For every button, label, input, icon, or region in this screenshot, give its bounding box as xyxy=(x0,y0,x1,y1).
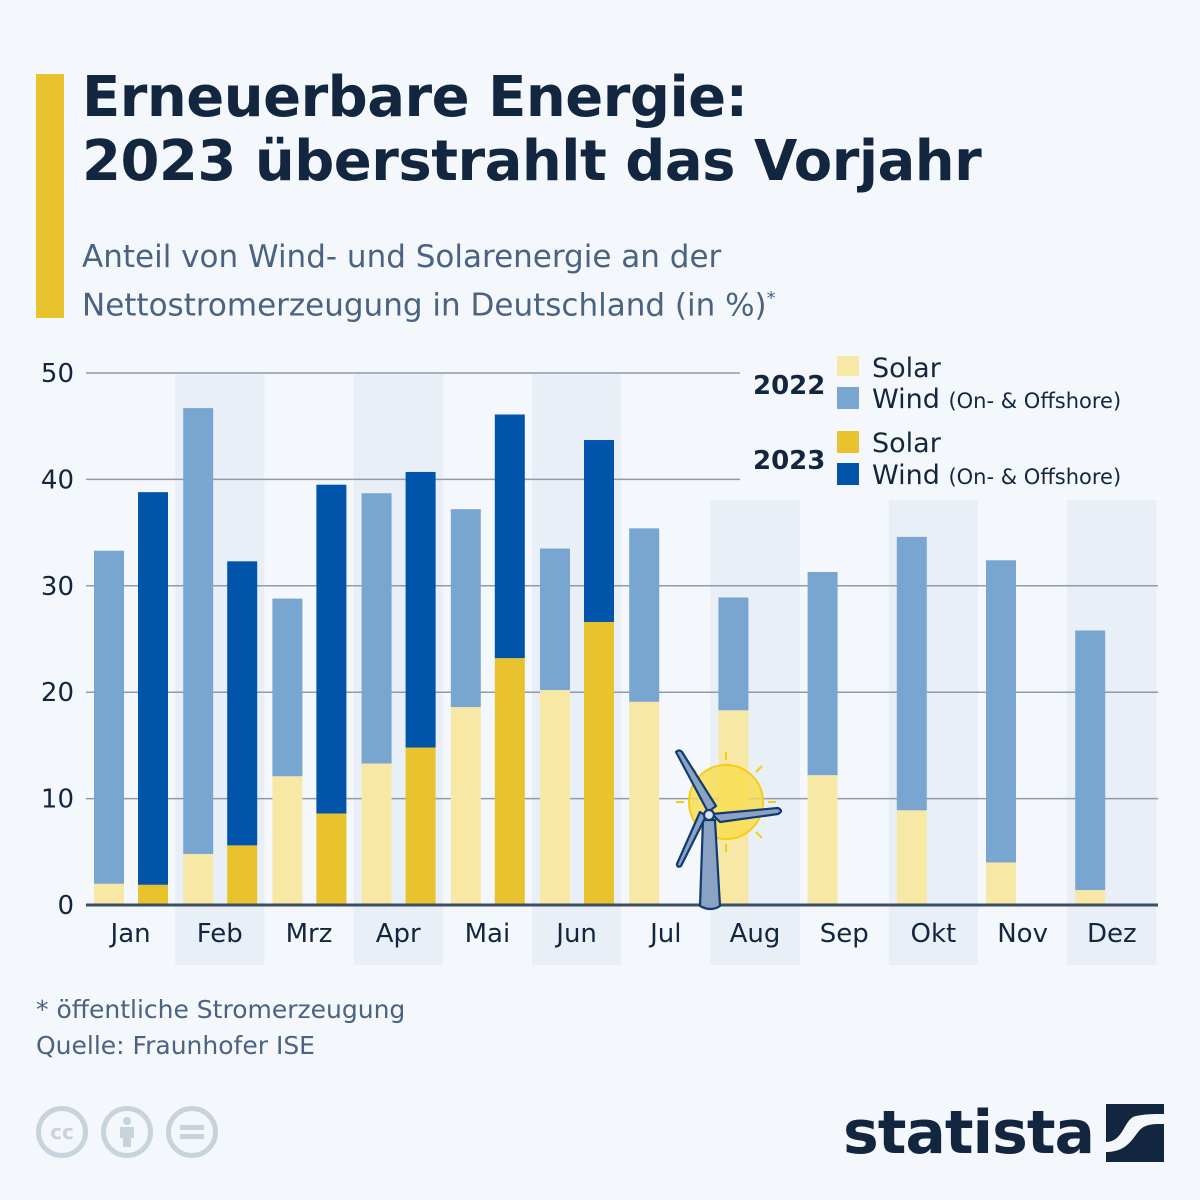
legend-label-solar-2023: Solar xyxy=(872,428,942,459)
x-tick-label-jul: Jul xyxy=(648,919,681,949)
x-tick-label-jun: Jun xyxy=(554,919,597,949)
subtitle-line-2: Nettostromerzeugung in Deutschland (in %… xyxy=(82,287,767,324)
bar-jan-2022-solar xyxy=(94,883,124,905)
subtitle-line-1: Anteil von Wind- und Solarenergie an der xyxy=(82,239,722,275)
x-tick-label-feb: Feb xyxy=(197,919,243,949)
bar-mai-2023-wind xyxy=(494,414,525,659)
bar-dez-2022-solar xyxy=(1075,890,1106,905)
bar-feb-2022-wind xyxy=(183,408,214,854)
legend-label-wind-2022: Wind (On- & Offshore) xyxy=(872,384,1121,415)
bar-apr-2022-solar xyxy=(361,763,392,905)
license-icons: cc xyxy=(36,1106,218,1158)
x-tick-label-dez: Dez xyxy=(1087,919,1137,949)
bar-mrz-2023-wind xyxy=(316,484,347,814)
x-tick-label-mrz: Mrz xyxy=(286,919,333,949)
bar-mai-2023-solar xyxy=(494,658,525,905)
x-tick-label-aug: Aug xyxy=(730,919,781,949)
stacked-bar-chart: 0 10 20 30 40 50 Jan Feb Mrz Apr Mai Jun Jul Aug Sep O… xyxy=(41,350,1160,965)
bar-apr-2023-wind xyxy=(405,471,436,748)
footnote: * öffentliche Stromerzeugung xyxy=(36,995,406,1024)
bar-okt-2022-wind xyxy=(896,536,927,811)
legend-label-solar-2022: Solar xyxy=(872,353,942,384)
bar-jan-2023-wind xyxy=(138,492,168,885)
person-glyph xyxy=(120,1117,134,1147)
footer-notes: * öffentliche Stromerzeugung Quelle: Fra… xyxy=(36,992,405,1064)
no-derivatives-icon[interactable] xyxy=(166,1106,218,1158)
legend-year-2022: 2022 xyxy=(753,371,825,401)
y-tick-label-20: 20 xyxy=(41,678,74,708)
legend-note-wind-2022: (On- & Offshore) xyxy=(948,389,1121,413)
y-tick-label-10: 10 xyxy=(41,785,74,815)
chart-title: Erneuerbare Energie: 2023 überstrahlt da… xyxy=(82,65,982,194)
logo-text: statista xyxy=(842,1098,1095,1168)
x-tick-label-okt: Okt xyxy=(911,919,957,949)
bar-mrz-2022-solar xyxy=(272,776,303,905)
bar-mrz-2022-wind xyxy=(272,598,303,777)
statista-logo-mark-icon xyxy=(1106,1104,1164,1162)
x-tick-label-jan: Jan xyxy=(109,919,151,949)
bar-mrz-2023-solar xyxy=(316,813,347,905)
bar-apr-2022-wind xyxy=(361,493,392,764)
y-axis-labels: 0 10 20 30 40 50 xyxy=(41,359,74,921)
x-tick-label-apr: Apr xyxy=(376,919,421,949)
x-axis-labels: Jan Feb Mrz Apr Mai Jun Jul Aug Sep Okt Nov Dez xyxy=(109,919,1137,949)
cc-icon-label: cc xyxy=(50,1120,74,1144)
title-line-2: 2023 überstrahlt das Vorjahr xyxy=(82,129,982,194)
x-tick-label-sep: Sep xyxy=(820,919,869,949)
legend: 2022 Solar Wind (On- & Offshore) 2023 So… xyxy=(740,350,1160,500)
y-tick-label-40: 40 xyxy=(41,465,74,495)
bar-apr-2023-solar xyxy=(405,747,436,905)
x-tick-label-mai: Mai xyxy=(465,919,511,949)
chart-subtitle: Anteil von Wind- und Solarenergie an der… xyxy=(82,236,776,326)
subtitle-footnote-mark: * xyxy=(766,288,776,309)
y-tick-label-50: 50 xyxy=(41,359,74,389)
legend-label-wind-2023-text: Wind xyxy=(872,460,940,491)
bar-sep-2022-solar xyxy=(807,775,838,905)
bar-sep-2022-wind xyxy=(807,571,838,776)
bar-nov-2022-wind xyxy=(986,560,1016,863)
bar-feb-2023-wind xyxy=(227,561,258,846)
legend-label-wind-2022-text: Wind xyxy=(872,384,940,415)
y-tick-label-0: 0 xyxy=(57,891,74,921)
bar-jun-2022-solar xyxy=(540,690,570,905)
legend-swatch-solar-2023 xyxy=(837,431,859,453)
bar-mai-2022-wind xyxy=(450,509,481,708)
bar-jul-2022-wind xyxy=(629,528,660,702)
bar-dez-2022-wind xyxy=(1075,630,1106,891)
bar-jul-2022-solar xyxy=(629,701,660,905)
bar-okt-2022-solar xyxy=(896,810,927,905)
bar-aug-2022-wind xyxy=(718,597,749,711)
bars xyxy=(94,408,1106,905)
bar-jun-2023-wind xyxy=(584,440,614,622)
bar-nov-2022-solar xyxy=(986,862,1016,905)
legend-swatch-wind-2022 xyxy=(837,387,859,409)
bar-jan-2023-solar xyxy=(138,884,168,905)
legend-swatch-solar-2022 xyxy=(837,356,859,376)
source: Quelle: Fraunhofer ISE xyxy=(36,1031,315,1060)
legend-year-2023: 2023 xyxy=(753,446,825,476)
bar-feb-2023-solar xyxy=(227,845,258,905)
legend-swatch-wind-2023 xyxy=(837,463,859,485)
y-tick-label-30: 30 xyxy=(41,572,74,602)
wind-turbine-icon xyxy=(674,749,783,911)
statista-logo[interactable]: statista xyxy=(843,1098,1164,1168)
legend-label-wind-2023: Wind (On- & Offshore) xyxy=(872,460,1121,491)
bar-jun-2022-wind xyxy=(540,548,570,691)
bar-jun-2023-solar xyxy=(584,621,614,905)
cc-icon[interactable]: cc xyxy=(36,1106,88,1158)
bar-jan-2022-wind xyxy=(94,550,124,884)
legend-note-wind-2023: (On- & Offshore) xyxy=(948,465,1121,489)
bar-mai-2022-solar xyxy=(450,707,481,905)
x-tick-label-nov: Nov xyxy=(997,919,1048,949)
equals-glyph xyxy=(180,1125,204,1139)
bar-feb-2022-solar xyxy=(183,853,214,905)
title-line-1: Erneuerbare Energie: xyxy=(82,65,748,130)
title-accent-bar xyxy=(36,74,64,318)
attribution-icon[interactable] xyxy=(101,1106,153,1158)
